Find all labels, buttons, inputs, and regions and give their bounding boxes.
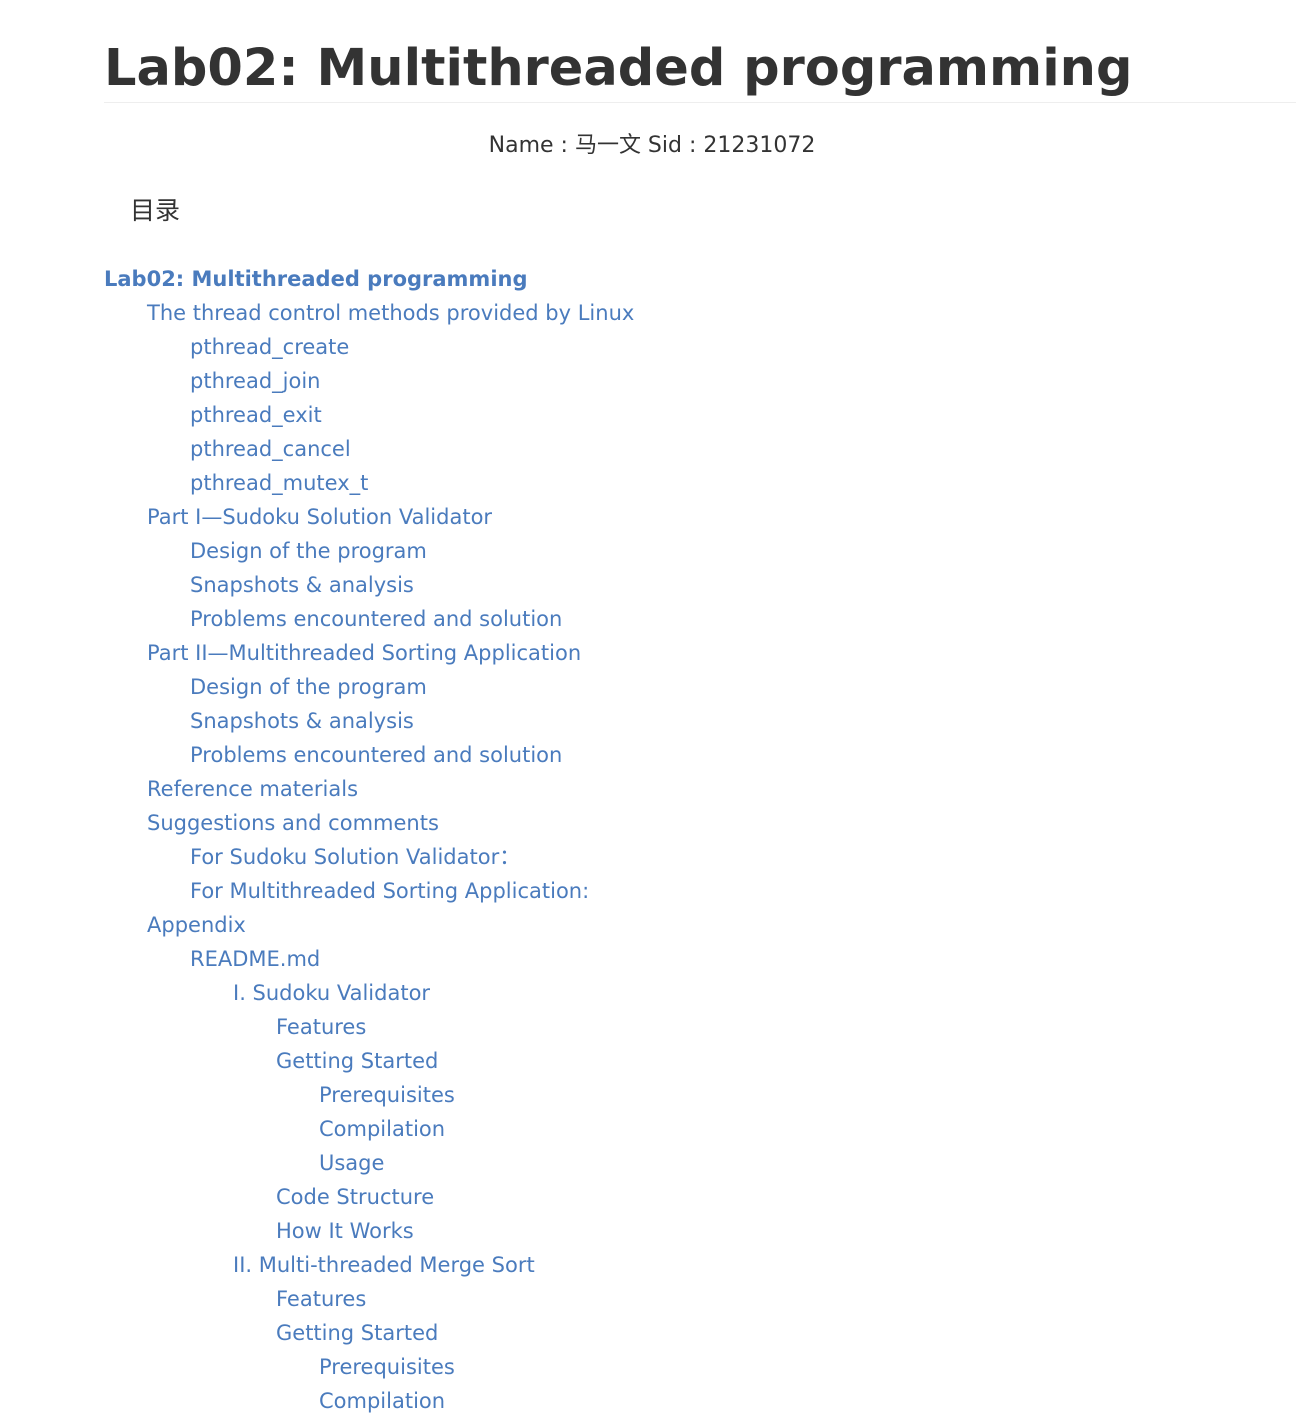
toc-link[interactable]: Lab02: Multithreaded programming [104, 267, 528, 291]
toc-link[interactable]: Getting Started [276, 1321, 439, 1345]
toc-link[interactable]: Prerequisites [319, 1355, 455, 1379]
toc-link[interactable]: Usage [319, 1151, 385, 1175]
author-info: Name : 马一文 Sid : 21231072 [488, 133, 816, 158]
toc-link[interactable]: For Multithreaded Sorting Application: [190, 879, 590, 903]
toc-link[interactable]: Features [276, 1287, 367, 1311]
toc-link[interactable]: Compilation [319, 1117, 446, 1141]
toc-link[interactable]: How It Works [276, 1219, 414, 1243]
toc-link[interactable]: Code Structure [276, 1185, 435, 1209]
toc-link[interactable]: Appendix [147, 913, 246, 937]
toc-link[interactable]: Problems encountered and solution [190, 743, 563, 767]
toc-link[interactable]: Suggestions and comments [147, 811, 439, 835]
toc-link[interactable]: Reference materials [147, 777, 359, 801]
toc-link[interactable]: README.md [190, 947, 321, 971]
toc-link[interactable]: For Sudoku Solution Validator： [190, 845, 521, 869]
toc-link[interactable]: Design of the program [190, 539, 427, 563]
toc-link[interactable]: Snapshots & analysis [190, 573, 414, 597]
toc-link[interactable]: Problems encountered and solution [190, 607, 563, 631]
toc-link[interactable]: The thread control methods provided by L… [147, 301, 635, 325]
toc-link[interactable]: pthread_create [190, 335, 350, 359]
toc-link[interactable]: Getting Started [276, 1049, 439, 1073]
toc-link[interactable]: Snapshots & analysis [190, 709, 414, 733]
toc-link[interactable]: Compilation [319, 1389, 446, 1413]
page-title: Lab02: Multithreaded programming [104, 0, 1296, 103]
toc-link[interactable]: Features [276, 1015, 367, 1039]
toc-link[interactable]: Prerequisites [319, 1083, 455, 1107]
table-of-contents: Lab02: Multithreaded programming The thre… [104, 262, 634, 1418]
document-page: Lab02: Multithreaded programming Name : … [104, 0, 1296, 1413]
toc-link[interactable]: pthread_join [190, 369, 321, 393]
toc-link[interactable]: pthread_exit [190, 403, 322, 427]
toc-link[interactable]: I. Sudoku Validator [233, 981, 431, 1005]
toc-link[interactable]: Design of the program [190, 675, 427, 699]
toc-link[interactable]: Part II—Multithreaded Sorting Applicatio… [147, 641, 582, 665]
toc-link[interactable]: II. Multi-threaded Merge Sort [233, 1253, 535, 1277]
toc-heading: 目录 [130, 196, 181, 225]
toc-link[interactable]: pthread_mutex_t [190, 471, 369, 495]
toc-link[interactable]: Part I—Sudoku Solution Validator [147, 505, 493, 529]
toc-link[interactable]: pthread_cancel [190, 437, 351, 461]
